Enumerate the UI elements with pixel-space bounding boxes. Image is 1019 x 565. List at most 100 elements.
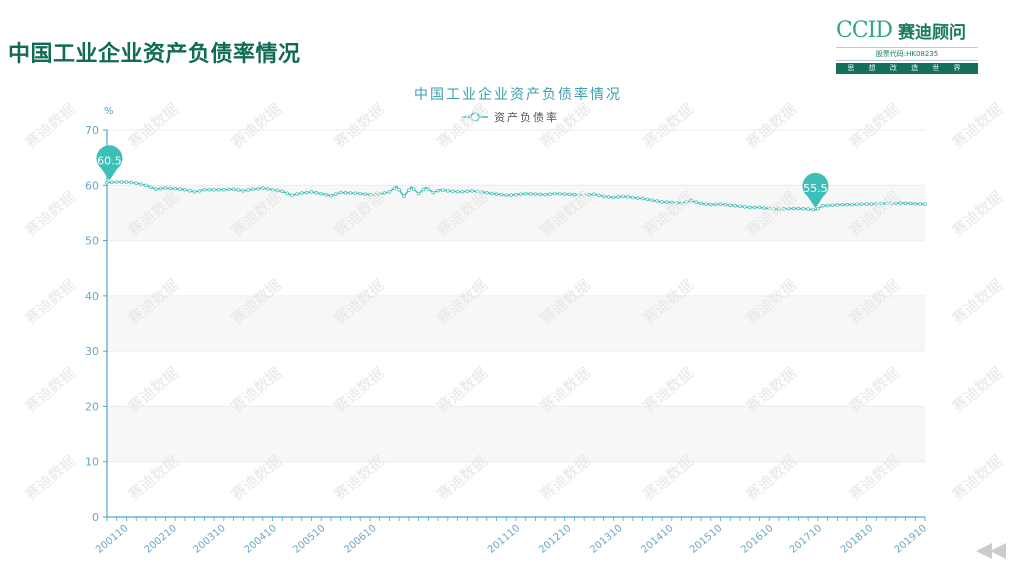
data-point bbox=[343, 190, 348, 195]
series-layer bbox=[105, 180, 927, 212]
data-point bbox=[660, 200, 664, 204]
grid-band bbox=[107, 240, 925, 296]
data-point bbox=[489, 191, 494, 196]
data-point bbox=[309, 190, 314, 194]
data-point bbox=[110, 180, 114, 184]
data-point bbox=[782, 207, 786, 211]
data-point bbox=[679, 201, 684, 205]
data-point bbox=[884, 201, 888, 206]
data-point bbox=[816, 206, 820, 211]
data-point bbox=[119, 180, 124, 184]
data-point bbox=[197, 189, 202, 193]
data-point bbox=[295, 192, 299, 196]
data-point bbox=[684, 200, 689, 204]
data-point bbox=[514, 192, 518, 197]
data-point bbox=[694, 200, 698, 204]
data-point bbox=[226, 187, 231, 192]
data-point bbox=[918, 202, 922, 206]
y-tick-label: 60 bbox=[85, 179, 99, 192]
data-point bbox=[894, 201, 898, 206]
data-point bbox=[728, 203, 732, 207]
data-point bbox=[519, 192, 523, 196]
data-point bbox=[446, 189, 450, 193]
data-point bbox=[134, 181, 138, 185]
grid-band bbox=[107, 295, 925, 352]
data-point bbox=[431, 190, 435, 195]
x-tick-label: 200310 bbox=[191, 523, 227, 556]
data-point bbox=[621, 194, 625, 199]
x-axis-ticks: 200110 200210 200310 200410 200510 200610 2011… bbox=[94, 517, 929, 556]
data-point bbox=[280, 189, 285, 194]
data-point bbox=[718, 202, 723, 206]
data-point bbox=[387, 190, 392, 194]
data-point bbox=[601, 194, 606, 199]
chart-title: 中国工业企业资产负债率情况 bbox=[414, 86, 622, 103]
x-tick-label: 200510 bbox=[291, 523, 327, 556]
pin-label: 60.5 bbox=[97, 155, 122, 168]
data-point bbox=[908, 201, 913, 206]
data-point bbox=[407, 188, 411, 192]
data-point bbox=[757, 205, 762, 210]
y-tick-label: 30 bbox=[85, 345, 99, 358]
data-point bbox=[548, 192, 552, 196]
data-point bbox=[460, 189, 465, 194]
grid-band bbox=[107, 461, 925, 517]
logo-slogan: 思 想 改 造 世 界 bbox=[836, 63, 978, 74]
x-tick-label: 201710 bbox=[788, 523, 824, 556]
data-point bbox=[650, 198, 655, 202]
data-point bbox=[124, 180, 129, 184]
x-tick-label: 201310 bbox=[588, 523, 624, 556]
logo-mark: CCID bbox=[836, 18, 893, 43]
data-point bbox=[202, 187, 207, 192]
grid-band bbox=[107, 130, 925, 186]
data-point bbox=[796, 206, 801, 211]
data-point bbox=[105, 180, 109, 185]
y-tick-label: 20 bbox=[85, 400, 99, 413]
y-tick-label: 10 bbox=[85, 456, 99, 469]
data-point bbox=[324, 192, 328, 197]
stock-code: 股票代码:HK08235 bbox=[836, 47, 978, 61]
data-point bbox=[689, 199, 694, 203]
data-point bbox=[416, 191, 421, 196]
data-point bbox=[840, 202, 844, 207]
data-point bbox=[455, 189, 460, 194]
chart-bands bbox=[107, 130, 925, 517]
data-point bbox=[587, 192, 591, 197]
data-point bbox=[158, 186, 163, 191]
slide-nav-arrows-icon bbox=[976, 543, 1006, 559]
data-point bbox=[499, 192, 504, 197]
data-point bbox=[368, 192, 372, 197]
data-point bbox=[786, 206, 791, 211]
logo-name: 赛迪顾问 bbox=[898, 23, 966, 43]
data-point bbox=[265, 187, 270, 191]
data-point bbox=[655, 199, 659, 203]
data-point bbox=[285, 191, 289, 196]
data-point bbox=[348, 191, 353, 195]
x-tick-label: 200610 bbox=[342, 523, 378, 556]
data-point bbox=[149, 185, 153, 189]
legend-label: 资产负债率 bbox=[494, 110, 559, 124]
data-point bbox=[704, 202, 708, 206]
data-point bbox=[373, 192, 377, 197]
data-point bbox=[538, 192, 543, 197]
y-axis-unit: % bbox=[104, 106, 114, 117]
data-point bbox=[329, 194, 333, 198]
data-point bbox=[850, 202, 854, 207]
x-tick-label: 201510 bbox=[688, 523, 724, 556]
ccid-logo: CCID 赛迪顾问 股票代码:HK08235 思 想 改 造 世 界 bbox=[836, 18, 978, 74]
data-point bbox=[392, 186, 397, 190]
data-point bbox=[377, 192, 382, 196]
value-pin-marker: 55.5 bbox=[802, 172, 829, 209]
data-point bbox=[261, 186, 265, 190]
data-point bbox=[743, 205, 747, 209]
data-point bbox=[494, 192, 499, 196]
data-point bbox=[450, 189, 455, 194]
y-axis-ticks: 0 10 20 30 40 50 60 70 bbox=[85, 124, 107, 524]
data-point bbox=[855, 202, 859, 207]
data-point bbox=[465, 189, 470, 194]
data-point bbox=[402, 194, 406, 199]
x-tick-label: 200210 bbox=[143, 523, 179, 556]
data-point bbox=[874, 202, 879, 206]
data-point bbox=[207, 187, 212, 192]
data-point bbox=[192, 190, 197, 194]
